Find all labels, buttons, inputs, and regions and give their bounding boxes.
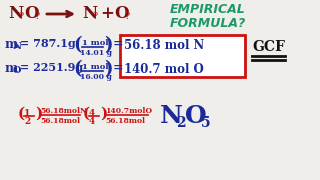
Text: 14.01 g: 14.01 g [80,49,112,57]
Text: (: ( [73,36,82,54]
Text: 56.18molN: 56.18molN [40,107,87,115]
Text: = 2251.9g: = 2251.9g [20,62,83,73]
Text: ?: ? [34,12,39,21]
Text: ): ) [104,60,113,78]
Text: 56.18mol: 56.18mol [105,117,145,125]
Text: N: N [13,42,22,51]
Text: 140.7molO: 140.7molO [105,107,152,115]
Text: 5: 5 [201,116,211,130]
Text: =: = [113,38,124,51]
Text: m: m [5,38,18,51]
Text: 4: 4 [89,117,95,126]
Text: m: m [5,62,18,75]
Text: = 787.1g: = 787.1g [20,38,76,49]
Text: 16.00 g: 16.00 g [80,73,112,81]
Text: 2: 2 [24,117,30,126]
Text: 140.7 mol O: 140.7 mol O [124,63,204,76]
Text: =: = [113,62,124,75]
Text: N: N [160,104,183,128]
Text: ): ) [100,107,107,121]
Text: 56.18 mol N: 56.18 mol N [124,39,204,52]
Text: N: N [82,5,97,22]
Text: FORMULA?: FORMULA? [170,17,246,30]
Text: O: O [114,5,129,22]
Text: ?: ? [92,12,97,21]
Text: O: O [13,66,21,75]
Text: +: + [100,5,114,22]
Text: 56.18mol: 56.18mol [40,117,80,125]
Text: ): ) [35,107,42,121]
Text: O: O [185,104,207,128]
Text: 1 mol: 1 mol [82,63,108,71]
Text: O: O [24,5,39,22]
Text: N: N [8,5,23,22]
Text: 1 mol: 1 mol [82,39,108,47]
Text: (: ( [18,107,25,121]
Text: ?: ? [124,12,129,21]
Text: 4: 4 [89,109,95,118]
Text: (: ( [83,107,90,121]
Bar [120,35,245,77]
Text: ?: ? [18,12,23,21]
Text: GCF: GCF [252,40,285,54]
Text: 2: 2 [176,116,186,130]
Text: (: ( [73,60,82,78]
Text: ): ) [104,36,113,54]
Text: 1: 1 [24,109,30,118]
Text: EMPIRICAL: EMPIRICAL [170,3,246,16]
